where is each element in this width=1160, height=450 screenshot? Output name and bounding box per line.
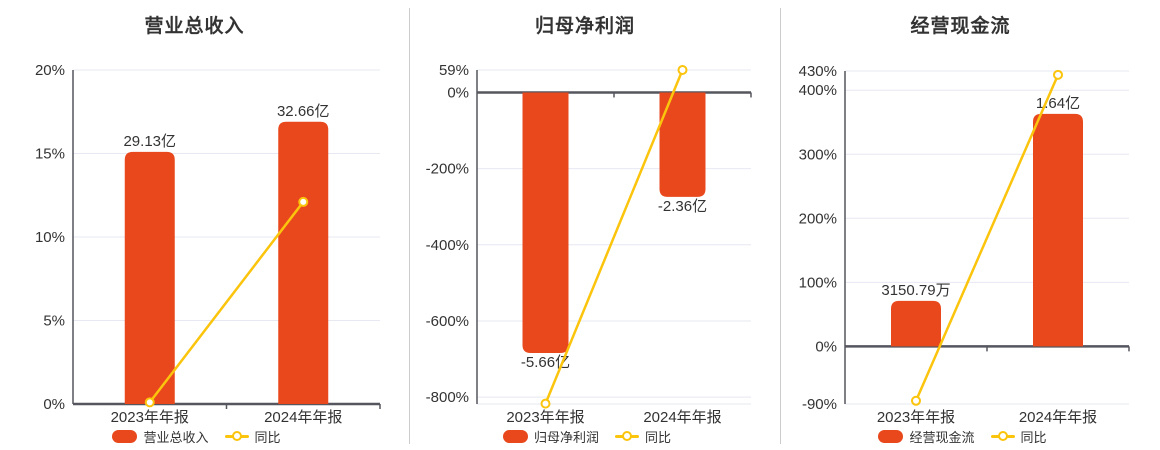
y-tick-label: -800% — [426, 389, 469, 406]
y-tick-label: 0% — [447, 84, 469, 101]
chart-panel-total-revenue: 营业总收入 20% 15% 10% 5% 0% 29.13亿 32.66亿 2023年年报 20… — [0, 0, 409, 450]
legend-bar-label: 归母净利润 — [533, 429, 599, 445]
bar-value-label: 3150.79万 — [881, 282, 950, 299]
yoy-marker[interactable] — [911, 395, 921, 406]
panel-divider — [780, 8, 781, 444]
chart-plot-total-revenue: 20% 15% 10% 5% 0% 29.13亿 32.66亿 2023年年报 2024年年报 — [35, 62, 381, 426]
y-tick-label: 300% — [799, 146, 837, 163]
yoy-line — [914, 73, 1060, 403]
y-tick-label: -200% — [426, 161, 469, 178]
chart-title-total-revenue: 营业总收入 — [144, 16, 245, 37]
x-category-label: 2024年年报 — [264, 409, 342, 426]
bar-2023年年报[interactable] — [124, 151, 175, 404]
yoy-marker[interactable] — [1053, 69, 1063, 80]
chart-panel-operating-cash-flow: 经营现金流 430% 400% 300% 200% 100% 0% -90% 3150.79万… — [781, 0, 1160, 450]
yoy-marker[interactable] — [144, 397, 155, 408]
x-category-label: 2023年年报 — [506, 409, 584, 426]
y-tick-label: 400% — [799, 82, 837, 99]
bar-2023年年报[interactable] — [522, 92, 569, 353]
legend-bar-label: 经营现金流 — [909, 429, 975, 445]
chart-legend: 营业总收入 同比 — [0, 427, 393, 445]
bar-swatch-icon — [112, 429, 138, 443]
yoy-marker[interactable] — [540, 398, 551, 409]
y-tick-label: 100% — [799, 274, 837, 291]
chart-title-operating-cash-flow: 经营现金流 — [910, 16, 1011, 37]
y-tick-label: 20% — [35, 62, 65, 79]
y-tick-label: 0% — [43, 396, 65, 413]
y-tick-label: -400% — [426, 237, 469, 254]
chart-legend: 归母净利润 同比 — [410, 427, 764, 445]
bar-swatch-icon — [878, 429, 904, 443]
legend-yoy-label: 同比 — [254, 429, 281, 445]
x-category-label: 2023年年报 — [111, 409, 189, 426]
legend-item-yoy-line[interactable]: 同比 — [990, 427, 1047, 446]
bar-value-label: -2.36亿 — [658, 198, 707, 215]
yoy-line — [544, 68, 684, 405]
yoy-marker-icon — [622, 431, 632, 441]
y-tick-label: 5% — [43, 313, 65, 330]
yoy-marker[interactable] — [298, 196, 309, 207]
chart-panel-net-profit: 归母净利润 59% 0% -200% -400% -600% -800% -5.66亿 -2.… — [410, 0, 780, 450]
legend-yoy-label: 同比 — [645, 429, 672, 445]
y-tick-label: 0% — [815, 338, 837, 355]
chart-plot-net-profit: 59% 0% -200% -400% -600% -800% -5.66亿 -2.36亿 202… — [426, 62, 752, 426]
chart-title-net-profit: 归母净利润 — [534, 16, 635, 37]
x-category-label: 2023年年报 — [877, 409, 955, 426]
y-tick-label: -90% — [802, 396, 837, 413]
legend-item-yoy-line[interactable]: 同比 — [224, 427, 281, 446]
y-tick-label: 59% — [439, 62, 469, 79]
bar-value-label: 29.13亿 — [123, 133, 176, 150]
yoy-marker-icon — [231, 431, 242, 441]
legend-item-yoy-line[interactable]: 同比 — [615, 427, 671, 446]
legend-yoy-label: 同比 — [1020, 429, 1047, 445]
x-category-label: 2024年年报 — [1019, 409, 1097, 426]
y-tick-label: 10% — [35, 229, 65, 246]
bar-2023年年报[interactable] — [891, 300, 941, 347]
legend-bar-label: 营业总收入 — [143, 429, 209, 445]
bar-swatch-icon — [502, 429, 528, 443]
y-tick-label: 430% — [799, 63, 837, 80]
legend-item-bar-series[interactable]: 归母净利润 — [502, 427, 599, 446]
bar-value-label: 32.66亿 — [277, 103, 330, 120]
x-category-label: 2024年年报 — [643, 409, 721, 426]
chart-plot-operating-cash-flow: 430%400%300%200%100%0%-90%3150.79万1.64亿2… — [799, 63, 1130, 426]
y-tick-label: 15% — [35, 146, 65, 163]
legend-item-bar-series[interactable]: 营业总收入 — [112, 427, 209, 446]
y-tick-label: 200% — [799, 210, 837, 227]
bar-2024年年报[interactable] — [659, 92, 706, 197]
yoy-line — [148, 200, 305, 404]
chart-legend: 经营现金流 同比 — [781, 427, 1144, 445]
panel-divider — [409, 8, 410, 444]
bar-2024年年报[interactable] — [1033, 113, 1083, 347]
yoy-line-icon — [615, 431, 639, 441]
yoy-marker[interactable] — [677, 65, 688, 75]
bar-value-label: -5.66亿 — [521, 354, 570, 371]
yoy-line-icon — [224, 431, 249, 441]
yoy-line-icon — [990, 431, 1015, 441]
legend-item-bar-series[interactable]: 经营现金流 — [878, 427, 975, 446]
y-tick-label: -600% — [426, 313, 469, 330]
bar-2024年年报[interactable] — [278, 121, 329, 405]
yoy-marker-icon — [997, 431, 1008, 441]
